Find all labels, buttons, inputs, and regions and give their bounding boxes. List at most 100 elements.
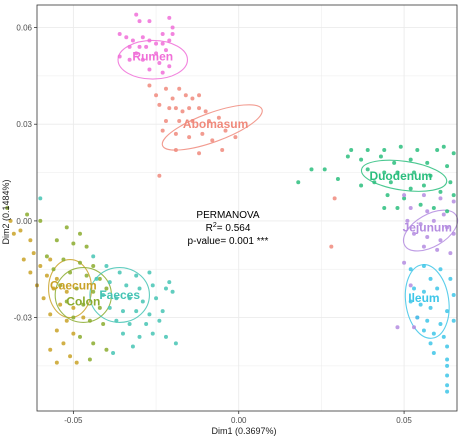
grid-lines <box>37 5 457 411</box>
point-faeces <box>173 341 178 346</box>
point-duodenum <box>428 173 433 178</box>
point-faeces <box>107 305 112 310</box>
point-faeces <box>94 276 99 281</box>
y-axis-ticks: 0.06 0.03 0.00 -0.03 <box>14 24 37 323</box>
point-caecum <box>48 257 53 262</box>
point-abomasum <box>177 119 182 123</box>
point-duodenum <box>451 193 456 198</box>
point-ileum <box>428 276 433 281</box>
point-colon <box>77 260 82 265</box>
point-colon <box>97 276 102 281</box>
point-ileum <box>441 334 446 339</box>
point-caecum <box>38 264 43 268</box>
point-rumen <box>157 61 162 65</box>
point-duodenum <box>445 209 450 214</box>
point-colon <box>71 241 76 246</box>
point-jejunum <box>448 251 453 256</box>
label-jejunum: Jejunum <box>403 220 452 234</box>
point-colon <box>91 264 96 268</box>
point-abomasum <box>170 96 175 101</box>
point-duodenum <box>349 148 354 152</box>
point-caecum <box>21 257 26 262</box>
point-duodenum <box>296 180 301 185</box>
point-caecum <box>41 296 46 301</box>
point-faeces <box>147 270 152 275</box>
point-ileum <box>445 373 450 378</box>
point-caecum <box>81 315 86 320</box>
point-duodenum <box>395 206 400 210</box>
point-abomasum <box>332 196 337 201</box>
point-jejunum <box>412 325 417 330</box>
point-ileum <box>445 383 450 388</box>
point-jejunum <box>402 193 407 198</box>
point-colon <box>68 270 73 275</box>
point-faeces <box>154 296 159 301</box>
point-duodenum <box>359 157 364 162</box>
point-faeces <box>134 309 139 314</box>
point-ileum <box>412 286 417 291</box>
point-faeces <box>124 283 129 288</box>
point-rumen <box>160 70 165 75</box>
point-caecum <box>28 270 33 275</box>
point-faeces <box>114 296 119 301</box>
ellipse-caecum <box>48 259 93 319</box>
y-tick-label: -0.03 <box>14 314 33 323</box>
x-tick-label: 0.00 <box>231 416 247 425</box>
point-duodenum <box>418 202 423 207</box>
point-colon <box>87 357 92 362</box>
point-abomasum <box>177 86 182 91</box>
y-tick-label: 0.00 <box>16 217 32 226</box>
point-caecum <box>64 318 69 323</box>
point-rumen <box>127 57 132 62</box>
x-tick-label: 0.05 <box>396 416 412 425</box>
point-jejunum <box>425 235 430 239</box>
point-faeces <box>104 264 109 268</box>
point-abomasum <box>147 83 152 88</box>
point-ileum <box>451 293 456 297</box>
point-ileum <box>431 331 436 336</box>
point-abomasum <box>233 135 238 140</box>
point-rumen <box>170 25 175 30</box>
point-ileum <box>418 302 423 307</box>
point-duodenum <box>398 144 403 149</box>
point-jejunum <box>438 238 443 243</box>
point-abomasum <box>206 119 211 123</box>
point-ileum <box>425 318 430 323</box>
ellipse-rumen <box>117 39 189 80</box>
point-faeces <box>140 299 145 304</box>
point-abomasum <box>210 138 215 143</box>
point-jejunum <box>441 212 446 217</box>
point-duodenum <box>395 170 400 175</box>
point-caecum <box>48 312 53 317</box>
y-axis-title: Dim2 (0.1484%) <box>1 179 11 244</box>
point-jejunum <box>418 222 423 227</box>
point-duodenum <box>385 193 390 198</box>
point-faeces <box>150 283 155 288</box>
point-rumen <box>154 51 159 56</box>
point-colon <box>25 212 30 217</box>
label-rumen: Rumen <box>132 50 173 64</box>
point-jejunum <box>451 199 456 204</box>
point-duodenum <box>431 206 436 210</box>
point-caecum <box>71 331 76 336</box>
point-faeces <box>101 293 106 297</box>
point-duodenum <box>335 177 340 181</box>
point-ileum <box>448 276 453 281</box>
point-colon <box>54 238 59 243</box>
point-colon <box>51 267 56 272</box>
point-colon <box>64 225 69 230</box>
label-faeces: Faeces <box>99 288 140 302</box>
r-squared-superscript: 2 <box>213 222 217 229</box>
point-colon <box>104 286 109 291</box>
point-colon <box>74 286 79 291</box>
point-duodenum <box>425 160 430 165</box>
label-abomasum: Abomasum <box>183 117 248 131</box>
point-duodenum <box>378 154 383 159</box>
point-rumen <box>134 51 139 56</box>
ellipse-duodenum <box>360 159 448 192</box>
permanova-p-value: p-value= 0.001 *** <box>188 236 269 247</box>
point-faeces <box>130 344 135 349</box>
point-faeces <box>137 334 142 339</box>
point-rumen <box>134 12 139 17</box>
